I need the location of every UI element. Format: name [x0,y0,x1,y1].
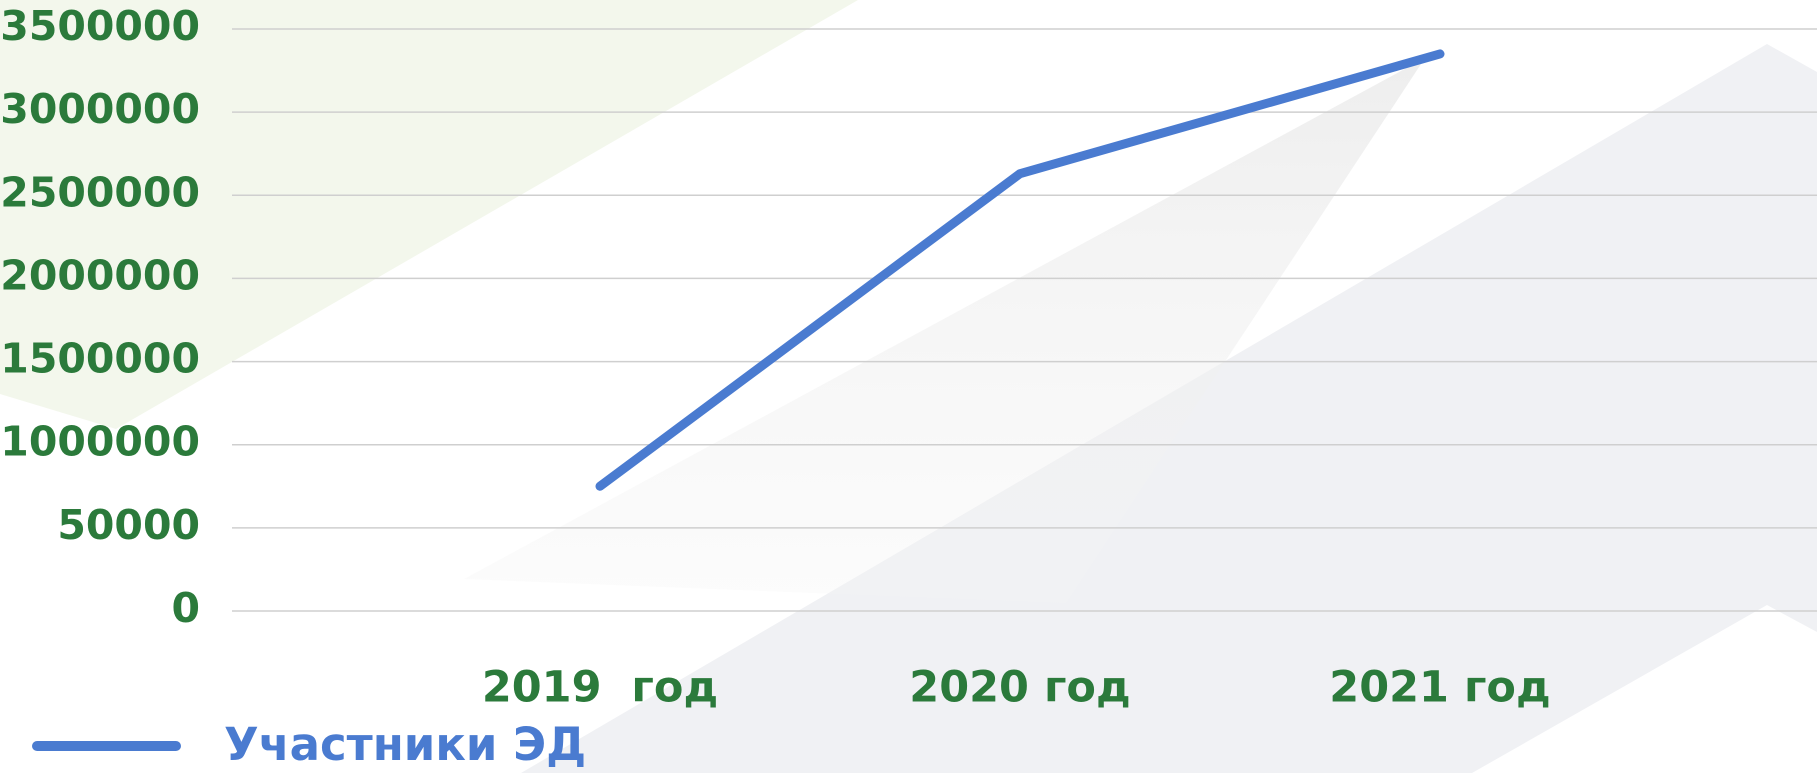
y-tick-label: 1500000 [0,335,200,383]
x-tick-label: 2019 год [482,663,718,713]
y-tick-label: 2000000 [0,251,200,299]
bg-shape [464,58,1425,603]
y-tick-label: 1000000 [0,418,200,466]
y-tick-label: 50000 [57,501,200,549]
y-tick-label: 3000000 [0,85,200,133]
legend-label: Участники ЭД [224,718,586,771]
x-tick-label: 2020 год [909,663,1130,713]
y-tick-label: 3500000 [0,2,200,50]
y-tick-label: 0 [171,584,200,632]
y-tick-label: 2500000 [0,168,200,216]
bg-shape [0,0,858,429]
line-series [595,49,1445,491]
x-tick-label: 2021 год [1329,663,1550,713]
